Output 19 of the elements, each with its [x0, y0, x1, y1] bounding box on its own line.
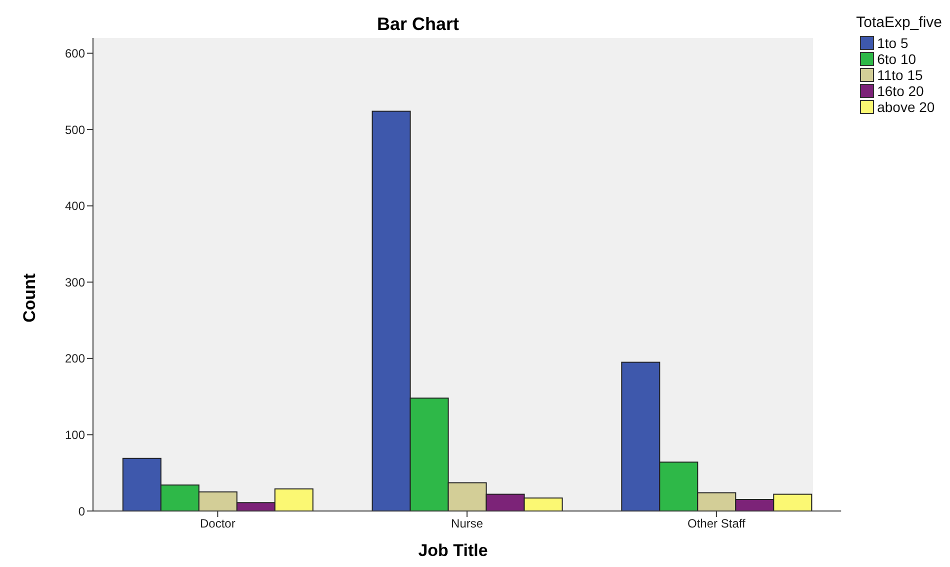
y-tick-label: 400 — [64, 199, 86, 214]
y-tick-label: 600 — [64, 46, 86, 61]
y-tick-label: 500 — [64, 122, 86, 137]
x-axis-title: Job Title — [417, 541, 489, 561]
chart-title: Bar Chart — [376, 14, 460, 35]
x-tick-label: Doctor — [200, 516, 236, 531]
y-tick-label: 300 — [64, 275, 86, 290]
legend-label: above 20 — [876, 99, 936, 115]
x-tick-label: Other Staff — [688, 516, 746, 531]
y-tick-label: 200 — [64, 352, 86, 366]
legend-label: 1to 5 — [876, 35, 910, 51]
legend-label: 6to 10 — [876, 51, 918, 67]
x-tick-label: Nurse — [451, 516, 484, 531]
legend-label: 11to 15 — [876, 67, 924, 83]
y-tick-label: 0 — [78, 504, 86, 518]
y-axis-title: Count — [20, 273, 40, 323]
legend-label: 16to 20 — [876, 83, 925, 99]
legend-title: TotaExp_five — [856, 14, 942, 31]
y-tick-label: 100 — [64, 428, 86, 442]
